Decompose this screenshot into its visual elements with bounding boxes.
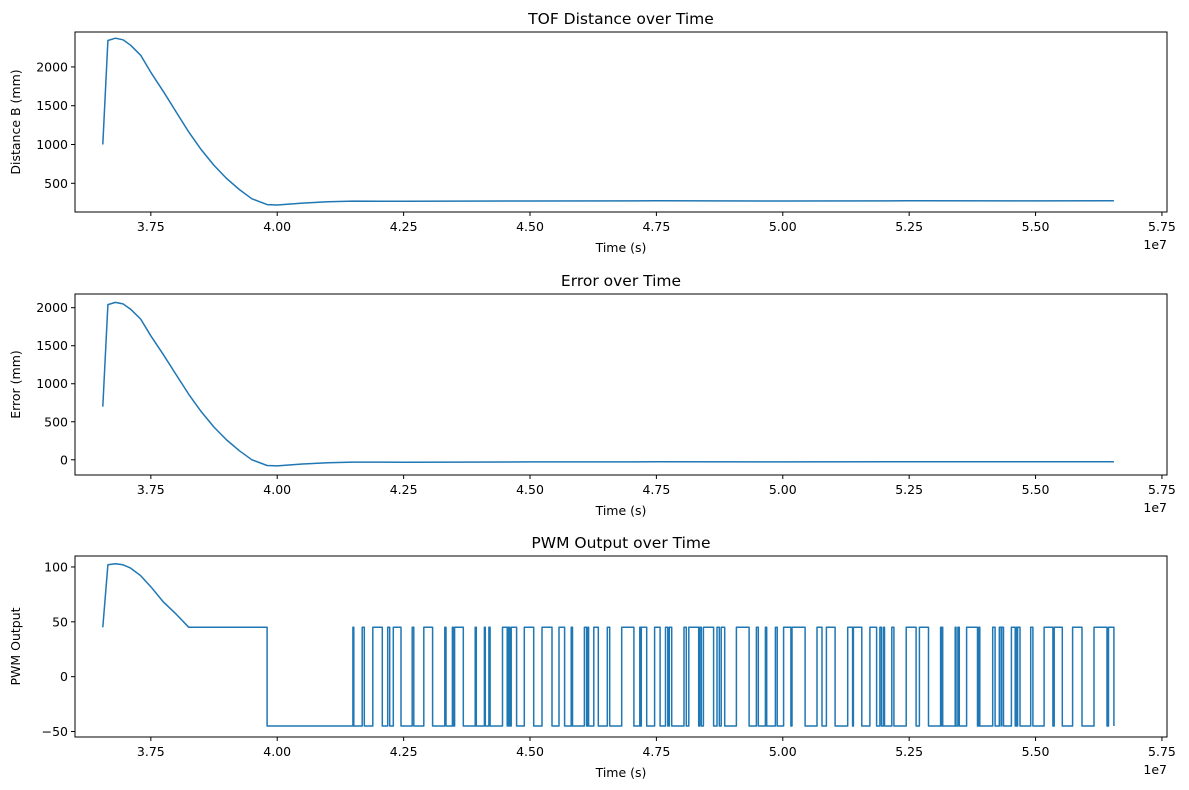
- axes-frame: [74, 31, 1168, 213]
- x-axis-label: Time (s): [595, 240, 647, 255]
- x-offset-label: 1e7: [1143, 762, 1167, 777]
- y-tick-label: 2000: [36, 59, 68, 74]
- x-tick-label: 5.25: [895, 219, 923, 234]
- x-tick-label: 4.50: [516, 219, 544, 234]
- y-axis-label: Error (mm): [8, 350, 23, 419]
- axes-frame: [74, 555, 1168, 738]
- x-tick-label: 4.50: [516, 482, 544, 497]
- x-axis-label: Time (s): [595, 765, 647, 780]
- y-tick-label: 100: [44, 559, 68, 574]
- y-tick-label: 1000: [36, 376, 68, 391]
- x-tick-label: 4.25: [390, 482, 418, 497]
- x-tick-label: 4.75: [642, 482, 670, 497]
- chart-title: TOF Distance over Time: [527, 10, 714, 28]
- x-tick-label: 4.25: [390, 219, 418, 234]
- chart-title: PWM Output over Time: [531, 534, 710, 552]
- y-axis-label: PWM Output: [8, 607, 23, 685]
- x-tick-label: 4.75: [642, 744, 670, 759]
- x-tick-label: 3.75: [137, 219, 165, 234]
- subplot-pwm-output: PWM Output over Time 3.75 4.00 4.25 4.50 4.75…: [8, 534, 1176, 780]
- x-tick-label: 4.00: [263, 744, 291, 759]
- x-tick-label: 5.25: [895, 482, 923, 497]
- y-tick-label: 1500: [36, 338, 68, 353]
- y-tick-label: 0: [60, 452, 68, 467]
- x-tick-label: 5.00: [769, 482, 797, 497]
- x-tick-label: 4.00: [263, 482, 291, 497]
- y-tick-label: 0: [60, 669, 68, 684]
- x-tick-label: 5.50: [1022, 219, 1050, 234]
- subplot-tof-distance: TOF Distance over Time 3.75 4.00 4.25 4.50 4.…: [8, 10, 1176, 255]
- x-tick-label: 4.25: [390, 744, 418, 759]
- x-tick-label: 3.75: [137, 744, 165, 759]
- x-offset-label: 1e7: [1143, 500, 1167, 515]
- y-tick-label: 50: [52, 614, 68, 629]
- data-line-pwm-output: [102, 562, 1115, 727]
- y-tick-label: 1000: [36, 137, 68, 152]
- y-tick-label: 1500: [36, 98, 68, 113]
- x-tick-label: 5.50: [1022, 744, 1050, 759]
- y-tick-label: 2000: [36, 300, 68, 315]
- x-tick-label: 5.50: [1022, 482, 1050, 497]
- y-tick-label: −50: [42, 724, 68, 739]
- x-tick-label: 5.75: [1148, 482, 1176, 497]
- data-line-distance-b: [102, 37, 1114, 206]
- axes-frame: [74, 293, 1168, 476]
- x-tick-label: 5.75: [1148, 744, 1176, 759]
- x-offset-label: 1e7: [1143, 237, 1167, 252]
- y-axis-label: Distance B (mm): [8, 69, 23, 174]
- chart-title: Error over Time: [561, 272, 681, 290]
- x-tick-label: 3.75: [137, 482, 165, 497]
- x-axis-label: Time (s): [595, 503, 647, 518]
- x-tick-label: 4.00: [263, 219, 291, 234]
- x-tick-label: 5.25: [895, 744, 923, 759]
- x-tick-label: 5.75: [1148, 219, 1176, 234]
- x-tick-label: 5.00: [769, 219, 797, 234]
- subplot-error: Error over Time 3.75 4.00 4.25 4.50 4.75 5.00 5…: [8, 272, 1176, 518]
- y-tick-label: 500: [44, 414, 68, 429]
- x-tick-label: 4.75: [642, 219, 670, 234]
- x-tick-label: 5.00: [769, 744, 797, 759]
- x-tick-label: 4.50: [516, 744, 544, 759]
- data-line-error: [102, 301, 1114, 467]
- y-tick-label: 500: [44, 176, 68, 191]
